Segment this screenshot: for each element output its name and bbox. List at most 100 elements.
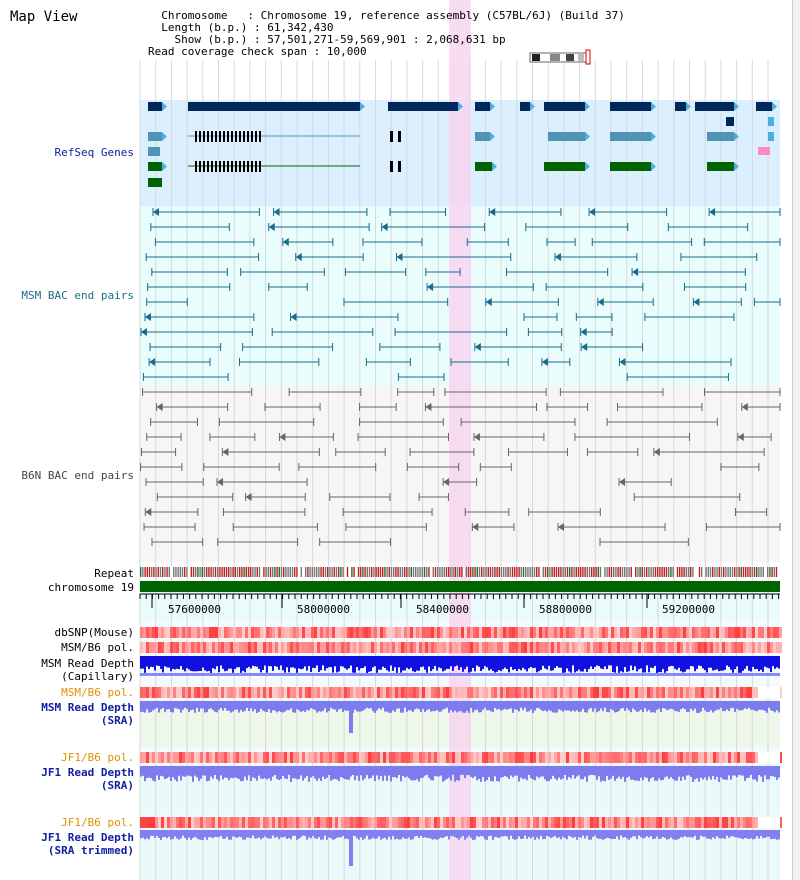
repeat-mark [566,567,569,577]
msm-sra-depth [704,701,706,711]
repeat-mark [192,567,195,577]
jf1-trim-depth [154,830,156,838]
msm-b6-pol2-cell [194,687,197,698]
msm-capillary-depth [244,656,246,673]
msm-capillary-depth-tail [538,673,540,676]
msm-b6-pol-cell [380,642,383,653]
msm-b6-pol-cell [770,642,773,653]
jf1-sra-depth [212,766,214,779]
jf1-b6-pol-cell [410,752,413,763]
jf1-sra-depth [626,766,628,778]
msm-capillary-depth [470,656,472,672]
scroll-edge[interactable] [792,0,800,880]
msm-b6-pol-cell [221,642,224,653]
msm-sra-depth [434,701,436,712]
track-label-msm-bac[interactable]: MSM BAC end pairs [21,289,134,302]
jf1-b6-pol2-cell [377,817,380,828]
jf1-trim-depth [380,830,382,840]
track-label-jf1-b6-pol-2: JF1/B6 pol. [61,816,134,829]
jf1-b6-pol-cell [593,752,596,763]
msm-b6-pol-cell [746,642,749,653]
dbsnp-cell [494,627,497,638]
jf1-trim-depth [236,830,238,838]
jf1-b6-pol2-cell [698,817,701,828]
msm-capillary-depth-tail [260,673,262,676]
jf1-b6-pol-cell [455,752,458,763]
msm-b6-pol-cell [329,642,332,653]
msm-b6-pol-cell [389,642,392,653]
msm-capillary-depth [640,656,642,669]
msm-capillary-depth [460,656,462,668]
msm-sra-depth [536,701,538,709]
refseq-gene-navy [388,102,458,111]
msm-b6-pol2-cell [524,687,527,698]
jf1-b6-pol2-cell [350,817,353,828]
repeat-mark [285,567,287,577]
jf1-trim-depth [260,830,262,840]
msm-capillary-depth-tail [284,673,286,676]
refseq-exon [203,131,205,142]
msm-b6-pol2-cell [446,687,449,698]
msm-capillary-depth-tail [144,673,146,676]
msm-b6-pol-cell [308,642,311,653]
msm-capillary-depth [706,656,708,673]
b6n-bac-pair-arrow [619,478,626,486]
jf1-sra-depth [462,766,464,775]
dbsnp-cell [557,627,560,638]
jf1-sra-depth [634,766,636,781]
repeat-mark [632,567,635,577]
repeat-mark [676,567,679,577]
repeat-mark [265,567,267,577]
jf1-sra-depth [756,766,758,782]
jf1-trim-depth [738,830,740,838]
msm-sra-depth [688,701,690,712]
msm-b6-pol-cell [698,642,701,653]
jf1-b6-pol2-cell [143,817,146,828]
msm-capillary-depth-tail [650,673,652,676]
msm-b6-pol-cell [185,642,188,653]
msm-b6-pol-cell [464,642,467,653]
ideogram-band [532,54,540,61]
track-label-b6n-bac[interactable]: B6N BAC end pairs [21,469,134,482]
msm-sra-depth [648,701,650,710]
jf1-trim-depth [150,830,152,836]
repeat-mark [692,567,694,577]
jf1-b6-pol-cell [485,752,488,763]
refseq-gene-green-arrow [162,162,167,171]
msm-capillary-depth-tail [542,673,544,676]
jf1-b6-pol-cell [155,752,158,763]
msm-sra-depth [532,701,534,713]
jf1-b6-pol-cell [566,752,569,763]
msm-capillary-depth [336,656,338,673]
msm-sra-depth [280,701,282,712]
jf1-sra-depth [290,766,292,782]
msm-capillary-depth-tail [214,673,216,676]
jf1-b6-pol2-cell [326,817,329,828]
dbsnp-cell [209,627,212,638]
msm-b6-pol2-cell [455,687,458,698]
jf1-trim-depth [190,830,192,840]
jf1-trim-depth [556,830,558,839]
dbsnp-cell [518,627,521,638]
msm-sra-depth [734,701,736,712]
repeat-mark [157,567,159,577]
msm-sra-depth [454,701,456,711]
msm-capillary-depth [754,656,756,670]
msm-sra-depth [578,701,580,712]
msm-capillary-depth [238,656,240,668]
msm-capillary-depth [184,656,186,672]
jf1-b6-pol-cell [314,752,317,763]
dbsnp-cell [242,627,245,638]
b6n-bac-pair-arrow [741,403,748,411]
track-label-refseq[interactable]: RefSeq Genes [54,146,134,159]
repeat-mark [716,567,718,577]
jf1-sra-depth [456,766,458,781]
jf1-sra-depth [654,766,656,781]
msm-sra-depth [362,701,364,711]
msm-capillary-depth-tail [502,673,504,676]
repeat-mark [571,567,573,577]
msm-capillary-depth [146,656,148,667]
msm-b6-pol-cell [506,642,509,653]
dbsnp-cell [461,627,464,638]
